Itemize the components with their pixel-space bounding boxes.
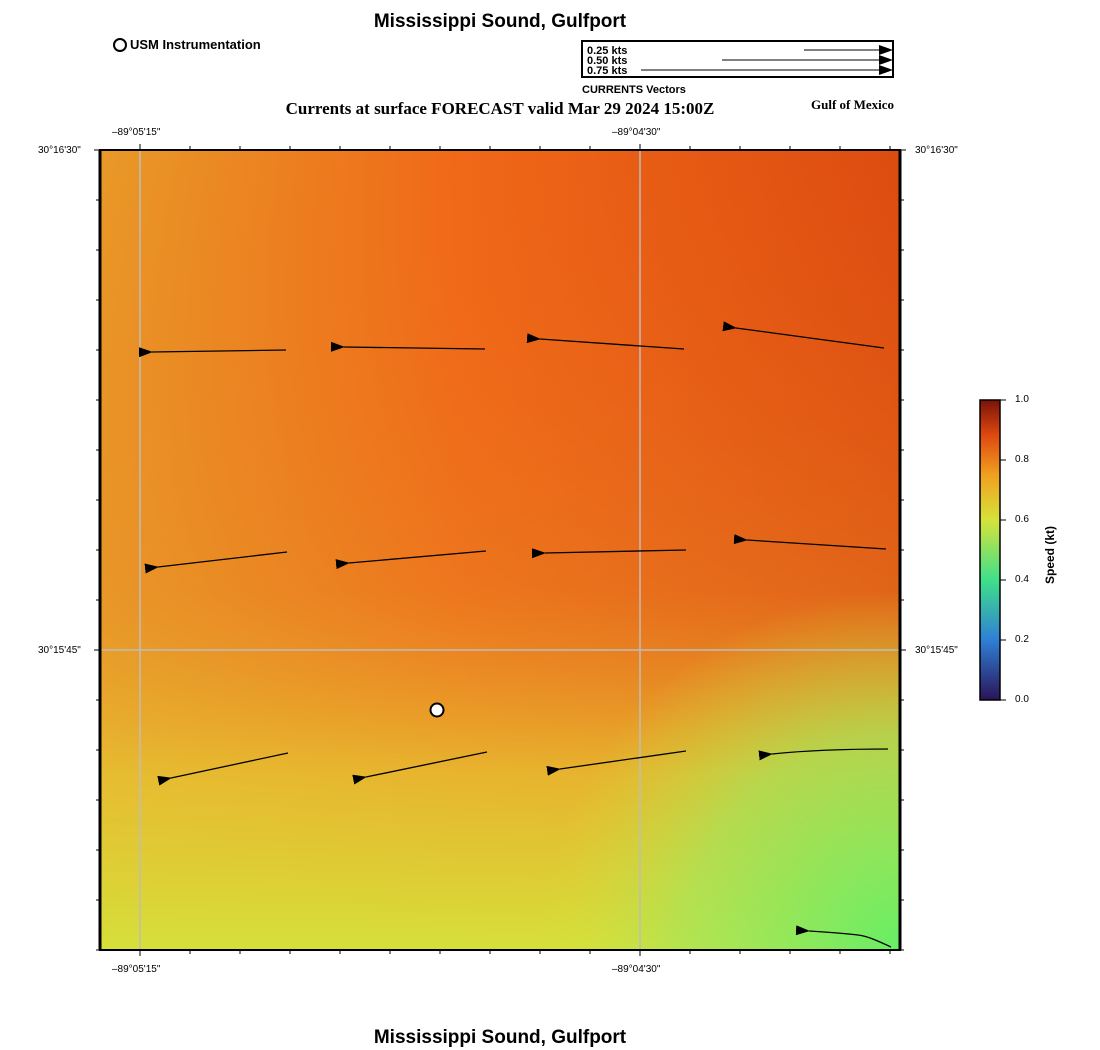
current-vector xyxy=(138,347,287,358)
vector-key-label-1: 0.25 kts xyxy=(587,45,628,57)
colorbar-tick-label: 1.0 xyxy=(1015,394,1029,405)
region-label: Gulf of Mexico xyxy=(811,97,895,112)
vector-key-label-2: 0.50 kts xyxy=(587,55,628,67)
y-tick-label-left-1: 30°16'30" xyxy=(38,145,81,156)
x-tick-label-top-1: –89°05'15" xyxy=(112,127,161,138)
colorbar-tick-label: 0.2 xyxy=(1015,634,1029,645)
x-tick-label-bottom-2: –89°04'30" xyxy=(612,964,661,975)
current-vector xyxy=(758,748,889,761)
vector-key-arrows xyxy=(641,45,893,75)
current-vector xyxy=(733,534,887,550)
x-tick-label-top-2: –89°04'30" xyxy=(612,127,661,138)
vector-key-caption: CURRENTS Vectors xyxy=(582,84,686,96)
usm-instrument-marker[interactable] xyxy=(429,702,445,718)
colorbar xyxy=(979,399,1006,701)
y-tick-label-right-2: 30°15'45" xyxy=(915,645,958,656)
colorbar-tick-label: 0.6 xyxy=(1015,514,1029,525)
current-vector xyxy=(144,551,288,574)
legend-marker-label: USM Instrumentation xyxy=(130,37,261,52)
grid-lines xyxy=(100,150,900,950)
frame-ticks xyxy=(94,144,906,956)
colorbar-tick-label: 0.8 xyxy=(1015,454,1029,465)
current-vector xyxy=(722,321,885,349)
map-footer-title: Mississippi Sound, Gulfport xyxy=(373,1027,627,1048)
colorbar-ticks xyxy=(1000,399,1006,701)
colorbar-ramp xyxy=(979,399,1001,701)
current-vector xyxy=(795,925,892,948)
current-vector xyxy=(352,751,488,785)
current-vector xyxy=(546,750,687,776)
current-vectors xyxy=(138,321,892,948)
current-vector xyxy=(526,333,685,350)
current-vector xyxy=(330,341,486,352)
colorbar-title: Speed (kt) xyxy=(1043,525,1057,584)
usm-marker-legend-icon xyxy=(113,38,127,52)
speed-field xyxy=(100,150,900,950)
colorbar-tick-label: 0.4 xyxy=(1015,574,1029,585)
x-tick-label-bottom-1: –89°05'15" xyxy=(112,964,161,975)
forecast-subtitle: Currents at surface FORECAST valid Mar 2… xyxy=(285,99,715,118)
current-vector xyxy=(531,548,687,559)
map-title: Mississippi Sound, Gulfport xyxy=(373,11,627,32)
current-vector xyxy=(335,550,487,570)
current-vector xyxy=(157,752,289,786)
vector-key-label-3: 0.75 kts xyxy=(587,65,628,77)
vector-key-box: 0.25 kts 0.50 kts 0.75 kts xyxy=(581,40,894,78)
y-tick-label-right-1: 30°16'30" xyxy=(915,145,958,156)
colorbar-tick-label: 0.0 xyxy=(1015,694,1029,705)
y-tick-label-left-2: 30°15'45" xyxy=(38,645,81,656)
